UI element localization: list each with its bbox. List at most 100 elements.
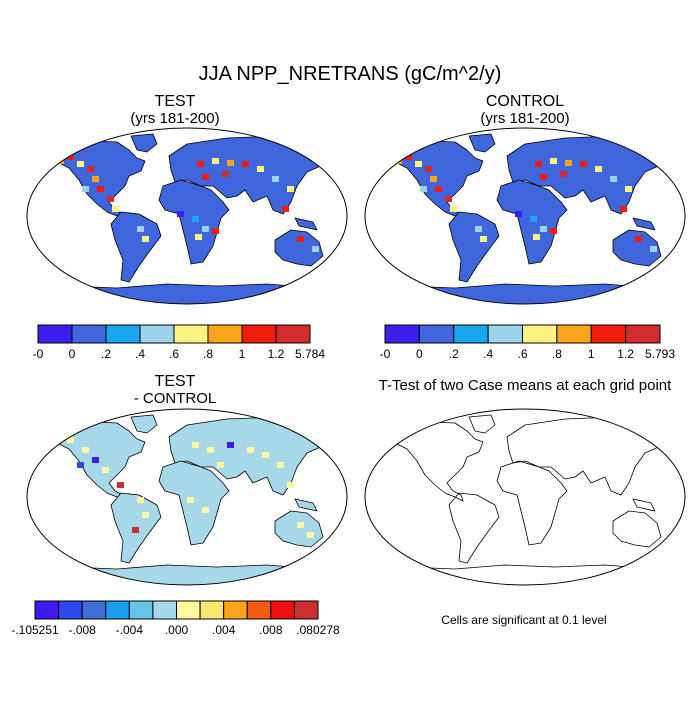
colorbar-box: [139, 324, 175, 344]
grid-cell: [212, 228, 219, 234]
colorbar-box: [453, 324, 489, 344]
grid-cell: [112, 206, 119, 212]
grid-cell: [540, 174, 547, 180]
grid-cell: [312, 246, 319, 252]
panel: TEST- CONTROL -.105251 -.008 -.004 .000 .004.…: [11, 373, 348, 637]
colorbar-label: -.105251: [11, 623, 59, 637]
continents: [365, 414, 685, 585]
grid-cell: [187, 497, 194, 503]
grid-cell: [297, 236, 304, 242]
grid-cell: [222, 171, 229, 177]
colorbar-box: [81, 600, 107, 620]
colorbar-label: 1.2: [617, 347, 634, 361]
colorbar-label: 1.2: [268, 347, 285, 361]
panel: T-Test of two Case means at each grid po…: [364, 377, 686, 627]
figure-title: JJA NPP_NRETRANS (gC/m^2/y): [199, 63, 502, 85]
continents: [365, 133, 685, 304]
colorbar-label: 0: [416, 347, 423, 361]
colorbar-box: [275, 324, 311, 344]
panel-title: TEST: [155, 373, 196, 390]
map-border: [364, 127, 686, 305]
grid-cell: [450, 206, 457, 212]
grid-cell: [92, 457, 99, 463]
grid-cell: [533, 234, 540, 240]
colorbar-box: [522, 324, 558, 344]
panel-subtitle: (yrs 181-200): [130, 110, 219, 127]
colorbar-box: [128, 600, 154, 620]
colorbar-box: [199, 600, 225, 620]
grid-cell: [67, 437, 74, 443]
grid-cell: [550, 158, 557, 164]
map: [364, 127, 686, 305]
grid-cell: [257, 166, 264, 172]
panel-title: TEST: [155, 93, 196, 110]
grid-cell: [177, 211, 184, 217]
grid-cell: [287, 482, 294, 488]
grid-cell: [262, 452, 269, 458]
panel-title: CONTROL: [486, 93, 564, 110]
map-border: [26, 408, 348, 586]
grid-cell: [307, 532, 314, 538]
grid-cell: [535, 161, 542, 167]
grid-cell: [435, 186, 442, 192]
colorbar-box: [223, 600, 248, 620]
colorbar-box: [625, 324, 661, 344]
colorbar-label: -.008: [68, 623, 96, 637]
grid-cell: [272, 176, 279, 182]
grid-cell: [77, 161, 84, 167]
grid-cell: [132, 527, 139, 533]
grid-cell: [595, 166, 602, 172]
colorbar-box: [58, 600, 83, 620]
grid-cell: [87, 166, 94, 172]
grid-cell: [620, 206, 627, 212]
panel-note: Cells are significant at 0.1 level: [441, 613, 606, 627]
colorbar-box: [418, 324, 455, 344]
colorbar-label: 5.784: [295, 347, 325, 361]
grid-cell: [197, 161, 204, 167]
colorbar-label: 1: [239, 347, 246, 361]
grid-cell: [207, 447, 214, 453]
grid-cell: [282, 206, 289, 212]
grid-cell: [530, 216, 537, 222]
colorbar-box: [270, 600, 295, 620]
colorbar-label: .8: [203, 347, 213, 361]
colorbar-label: .008: [259, 623, 283, 637]
grid-cell: [425, 166, 432, 172]
colorbar-box: [207, 324, 243, 344]
map-clip: [365, 414, 685, 585]
grid-cell: [202, 226, 209, 232]
colorbar-label: .2: [101, 347, 111, 361]
colorbar-box: [71, 324, 107, 344]
colorbar-label: .000: [165, 623, 189, 637]
grid-cell: [515, 211, 522, 217]
grid-cell: [67, 154, 74, 160]
grid-cell: [420, 186, 427, 192]
colorbar-box: [590, 324, 627, 344]
grid-cell: [202, 507, 209, 513]
grid-cell: [610, 176, 617, 182]
map: [364, 408, 686, 586]
map-border: [26, 127, 348, 305]
colorbar-label: 5.793: [645, 347, 675, 361]
colorbar-box: [176, 600, 201, 620]
colorbar-box: [105, 600, 130, 620]
grid-cell: [277, 462, 284, 468]
grid-cell: [142, 236, 149, 242]
grid-cell: [117, 482, 124, 488]
grid-cell: [202, 174, 209, 180]
grid-cell: [415, 161, 422, 167]
grid-cell: [195, 234, 202, 240]
grid-cell: [650, 246, 657, 252]
grid-cell: [227, 442, 234, 448]
colorbar-box: [293, 600, 319, 620]
colorbar-box: [241, 324, 277, 344]
grid-cell: [102, 467, 109, 473]
grid-cell: [242, 161, 249, 167]
grid-cell: [405, 154, 412, 160]
grid-cell: [625, 186, 632, 192]
colorbar-box: [487, 324, 523, 344]
grid-cell: [540, 226, 547, 232]
grid-cell: [247, 447, 254, 453]
panels: TEST(yrs 181-200)-0 0.2.4.6.8 1 1.2 5.784CON…: [11, 93, 686, 637]
